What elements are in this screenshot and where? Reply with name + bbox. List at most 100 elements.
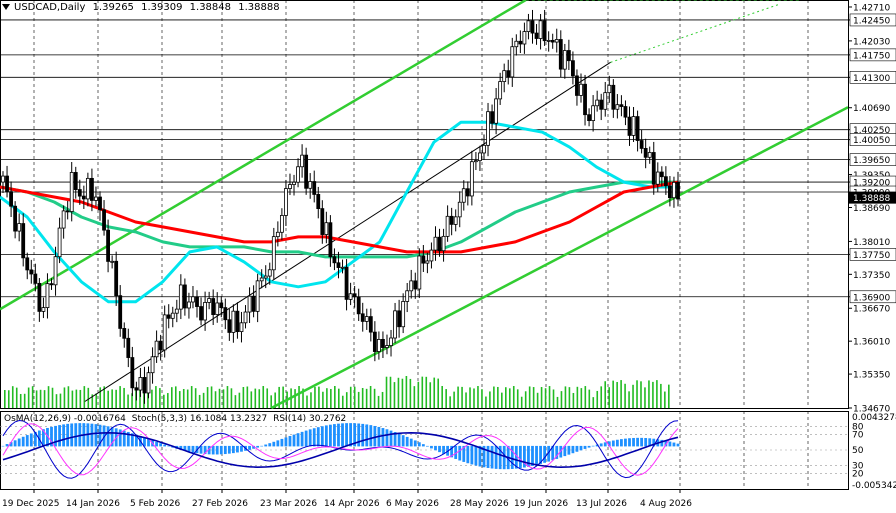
candle-body bbox=[33, 273, 38, 284]
volume-bar bbox=[373, 388, 376, 408]
osma-bar bbox=[450, 445, 454, 458]
osma-bar bbox=[397, 433, 401, 447]
volume-bar bbox=[580, 388, 583, 408]
volume-bar bbox=[127, 394, 129, 408]
osma-bar bbox=[668, 441, 672, 447]
osma-bar bbox=[518, 445, 522, 469]
candle-body bbox=[494, 98, 499, 124]
price-tick-label: 1.39200 bbox=[853, 179, 890, 189]
price-tick-label: 1.38010 bbox=[853, 238, 890, 248]
channel-lower-line bbox=[270, 106, 849, 410]
last-price-label: 1.38888 bbox=[853, 194, 890, 204]
osma-bar bbox=[199, 445, 203, 454]
osma-bar bbox=[54, 425, 57, 447]
osma-bar bbox=[183, 445, 187, 451]
candle-body bbox=[259, 277, 264, 282]
candle-body bbox=[271, 236, 276, 271]
volume-bar bbox=[508, 388, 511, 408]
date-label: 27 Feb 2026 bbox=[192, 499, 248, 509]
candle-body bbox=[332, 256, 337, 264]
volume-bar bbox=[385, 376, 388, 408]
volume-bar bbox=[71, 390, 74, 408]
volume-bar bbox=[516, 389, 519, 408]
osma-bar bbox=[357, 423, 361, 447]
candle-body bbox=[146, 372, 151, 394]
volume-bar bbox=[23, 393, 26, 408]
price-panel-frame bbox=[0, 0, 849, 409]
price-tick-label: 1.42030 bbox=[853, 37, 890, 47]
osma-bar bbox=[29, 433, 33, 447]
volume-bar bbox=[155, 386, 157, 408]
volume-bar bbox=[174, 386, 177, 408]
volume-bar bbox=[381, 391, 384, 408]
candle-body bbox=[215, 302, 220, 315]
volume-bar bbox=[353, 386, 356, 408]
osma-bar bbox=[207, 445, 211, 455]
volume-bar bbox=[548, 386, 551, 408]
candle-body bbox=[142, 377, 147, 394]
volume-bar bbox=[282, 386, 284, 408]
volume-bar bbox=[147, 389, 149, 408]
osma-bar bbox=[442, 445, 445, 454]
candle-body bbox=[130, 357, 135, 389]
volume-bar bbox=[417, 381, 420, 408]
osma-bar bbox=[98, 424, 102, 447]
volume-bar bbox=[393, 382, 396, 408]
candle-body bbox=[421, 255, 426, 264]
candle-body bbox=[110, 260, 115, 263]
candle-body bbox=[300, 154, 305, 168]
candle-body bbox=[45, 283, 50, 309]
candle-body bbox=[187, 301, 191, 309]
osma-bar bbox=[50, 426, 53, 447]
candle-body bbox=[603, 92, 608, 110]
candle-body bbox=[538, 20, 543, 39]
candle-body bbox=[647, 152, 652, 158]
osc-tick-label: 80 bbox=[852, 423, 864, 433]
volume-bar bbox=[338, 388, 340, 408]
osma-bar bbox=[373, 425, 377, 447]
osma-bar bbox=[567, 445, 571, 455]
volume-bar bbox=[266, 388, 269, 408]
candle-body bbox=[267, 269, 272, 277]
trend-channel[interactable] bbox=[0, 0, 849, 410]
candle-body bbox=[81, 195, 86, 200]
ema-mid-line bbox=[0, 180, 678, 259]
osma-bar bbox=[365, 424, 369, 447]
volume-bar bbox=[190, 386, 193, 408]
osma-bar bbox=[223, 445, 227, 455]
candle-body bbox=[558, 39, 563, 70]
candle-body bbox=[57, 227, 62, 258]
volume-bar bbox=[302, 388, 304, 408]
osma-bar bbox=[531, 445, 534, 466]
date-label: 4 Aug 2026 bbox=[640, 499, 692, 509]
candle-body bbox=[441, 235, 446, 252]
candle-body bbox=[368, 316, 373, 333]
candle-body bbox=[575, 75, 579, 96]
osma-bar bbox=[381, 428, 385, 447]
osc-tick-label: 0.0043278 bbox=[852, 413, 896, 423]
volume-bar bbox=[540, 387, 543, 408]
price-label-box bbox=[849, 71, 896, 84]
date-label: 19 Jun 2026 bbox=[514, 499, 568, 509]
oscillator-header: OsMA(12,26,9) -0.0016764 Stoch(5,3,3) 16… bbox=[4, 414, 349, 424]
volume-bar bbox=[262, 386, 265, 408]
volume-bar bbox=[322, 391, 324, 408]
osma-bar bbox=[462, 445, 466, 462]
volume-bar bbox=[43, 390, 46, 408]
osma-bar bbox=[514, 445, 518, 469]
volume-bars bbox=[4, 376, 670, 408]
volume-bar bbox=[206, 387, 209, 408]
volume-bar bbox=[178, 391, 181, 408]
candle-body bbox=[668, 185, 672, 199]
volume-bar bbox=[123, 387, 125, 408]
osma-bar bbox=[672, 442, 676, 447]
volume-bar bbox=[644, 387, 646, 408]
osma-bar bbox=[248, 445, 251, 450]
osma-bar bbox=[118, 429, 122, 447]
osma-bar bbox=[155, 441, 158, 447]
osma-bar bbox=[106, 426, 110, 447]
candle-body bbox=[364, 316, 369, 322]
collapse-triangle-icon[interactable] bbox=[2, 4, 10, 10]
volume-bar bbox=[461, 386, 463, 408]
